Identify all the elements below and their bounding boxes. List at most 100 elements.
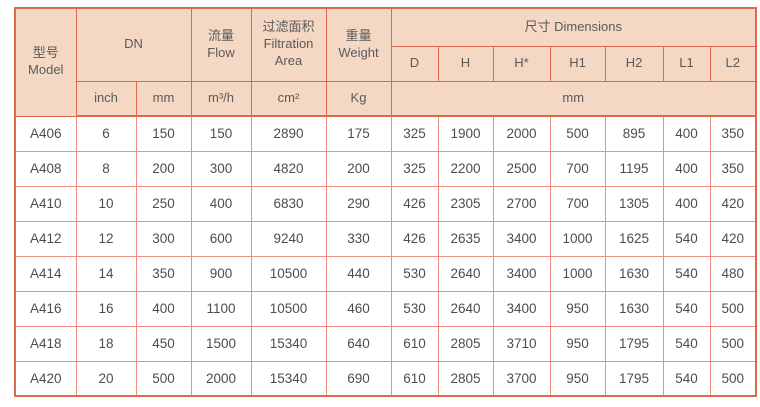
value-cell: 1500 [190, 325, 252, 362]
unit-weight: Kg [325, 80, 392, 117]
unit-mm: mm [135, 80, 192, 117]
header-dimensions: 尺寸 Dimensions [390, 7, 757, 47]
value-cell: 500 [549, 115, 606, 152]
model-cell: A420 [14, 360, 77, 397]
value-cell: 300 [135, 220, 192, 257]
value-cell: 400 [135, 290, 192, 327]
value-cell: 540 [662, 255, 711, 292]
value-cell: 700 [549, 185, 606, 222]
model-cell: A418 [14, 325, 77, 362]
value-cell: 540 [662, 220, 711, 257]
value-cell: 2000 [190, 360, 252, 397]
value-cell: 2805 [437, 360, 494, 397]
value-cell: 2890 [250, 115, 327, 152]
header-dim-l1: L1 [662, 45, 711, 82]
value-cell: 15340 [250, 360, 327, 397]
value-cell: 2500 [492, 150, 551, 187]
header-row-top: 型号 Model DN 流量 Flow 过滤面积 Filtration Area… [14, 7, 757, 117]
header-weight-en: Weight [338, 44, 379, 60]
value-cell: 250 [135, 185, 192, 222]
value-cell: 2635 [437, 220, 494, 257]
value-cell: 500 [135, 360, 192, 397]
value-cell: 440 [325, 255, 392, 292]
value-cell: 150 [190, 115, 252, 152]
header-model-en: Model [28, 62, 64, 78]
value-cell: 895 [604, 115, 664, 152]
value-cell: 610 [390, 360, 439, 397]
header-flow: 流量 Flow [190, 7, 252, 82]
value-cell: 2700 [492, 185, 551, 222]
value-cell: 2640 [437, 255, 494, 292]
value-cell: 1900 [437, 115, 494, 152]
header-model-zh: 型号 [32, 45, 59, 61]
value-cell: 3700 [492, 360, 551, 397]
value-cell: 290 [325, 185, 392, 222]
value-cell: 426 [390, 220, 439, 257]
value-cell: 1305 [604, 185, 664, 222]
model-cell: A412 [14, 220, 77, 257]
value-cell: 1000 [549, 220, 606, 257]
table-row: A410 10 250 400 6830 290 426 2305 2700 700 1305 400… [14, 185, 757, 222]
value-cell: 3710 [492, 325, 551, 362]
value-cell: 2640 [437, 290, 494, 327]
value-cell: 2305 [437, 185, 494, 222]
table-row: A406 6 150 150 2890 175 325 1900 2000 500 895 400 35… [14, 115, 757, 152]
header-dim-l2: L2 [709, 45, 757, 82]
value-cell: 690 [325, 360, 392, 397]
value-cell: 540 [662, 360, 711, 397]
value-cell: 330 [325, 220, 392, 257]
unit-inch: inch [75, 80, 137, 117]
value-cell: 325 [390, 150, 439, 187]
model-cell: A410 [14, 185, 77, 222]
header-flow-en: Flow [207, 44, 235, 60]
value-cell: 1000 [549, 255, 606, 292]
value-cell: 350 [709, 150, 757, 187]
value-cell: 950 [549, 360, 606, 397]
value-cell: 950 [549, 290, 606, 327]
value-cell: 14 [75, 255, 137, 292]
value-cell: 400 [662, 185, 711, 222]
unit-dimensions: mm [390, 80, 757, 117]
value-cell: 480 [709, 255, 757, 292]
model-cell: A414 [14, 255, 77, 292]
value-cell: 600 [190, 220, 252, 257]
value-cell: 400 [662, 115, 711, 152]
header-dn: DN [75, 7, 192, 82]
value-cell: 460 [325, 290, 392, 327]
unit-area: cm² [250, 80, 327, 117]
header-flow-zh: 流量 [207, 27, 234, 43]
header-dim-h: H [437, 45, 494, 82]
value-cell: 400 [190, 185, 252, 222]
value-cell: 16 [75, 290, 137, 327]
table-row: A414 14 350 900 10500 440 530 2640 3400 1000 1630 5… [14, 255, 757, 292]
header-row-units: inch mm m³/h cm² Kg mm [15, 80, 757, 117]
value-cell: 1630 [604, 290, 664, 327]
model-cell: A408 [14, 150, 77, 187]
model-cell: A416 [14, 290, 77, 327]
value-cell: 6830 [250, 185, 327, 222]
header-row-dim-cols: D H H* H1 H2 L1 L2 [15, 45, 757, 82]
model-cell: A406 [14, 115, 77, 152]
value-cell: 450 [135, 325, 192, 362]
value-cell: 15340 [250, 325, 327, 362]
table-row: A416 16 400 1100 10500 460 530 2640 3400 950 1630 5… [14, 290, 757, 327]
header-area-zh: 过滤面积 [262, 19, 315, 35]
value-cell: 3400 [492, 255, 551, 292]
value-cell: 2805 [437, 325, 494, 362]
spec-table: 型号 Model DN 流量 Flow 过滤面积 Filtration Area… [14, 7, 757, 397]
value-cell: 18 [75, 325, 137, 362]
header-dim-d: D [390, 45, 439, 82]
value-cell: 3400 [492, 220, 551, 257]
value-cell: 900 [190, 255, 252, 292]
value-cell: 4820 [250, 150, 327, 187]
value-cell: 500 [709, 325, 757, 362]
value-cell: 500 [709, 290, 757, 327]
table-row: A412 12 300 600 9240 330 426 2635 3400 1000 1625 54… [14, 220, 757, 257]
value-cell: 426 [390, 185, 439, 222]
value-cell: 420 [709, 185, 757, 222]
value-cell: 12 [75, 220, 137, 257]
header-dim-h1: H1 [549, 45, 606, 82]
value-cell: 1100 [190, 290, 252, 327]
value-cell: 9240 [250, 220, 327, 257]
value-cell: 325 [390, 115, 439, 152]
